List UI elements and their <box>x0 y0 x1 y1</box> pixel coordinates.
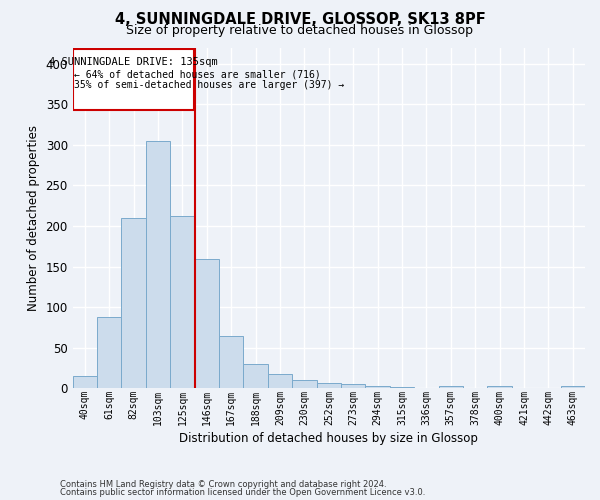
Text: 35% of semi-detached houses are larger (397) →: 35% of semi-detached houses are larger (… <box>74 80 344 90</box>
Y-axis label: Number of detached properties: Number of detached properties <box>27 125 40 311</box>
Text: Contains public sector information licensed under the Open Government Licence v3: Contains public sector information licen… <box>60 488 425 497</box>
Bar <box>219 336 244 388</box>
Bar <box>560 386 585 388</box>
Bar <box>146 141 170 388</box>
Bar <box>365 386 390 388</box>
Bar <box>439 386 463 388</box>
Bar <box>97 317 121 388</box>
Bar <box>268 374 292 388</box>
Bar <box>194 258 219 388</box>
Bar <box>292 380 317 388</box>
Bar <box>244 364 268 388</box>
Text: 4, SUNNINGDALE DRIVE, GLOSSOP, SK13 8PF: 4, SUNNINGDALE DRIVE, GLOSSOP, SK13 8PF <box>115 12 485 28</box>
Text: 4 SUNNINGDALE DRIVE: 135sqm: 4 SUNNINGDALE DRIVE: 135sqm <box>49 57 218 67</box>
Bar <box>487 386 512 388</box>
Bar <box>73 376 97 388</box>
Text: Contains HM Land Registry data © Crown copyright and database right 2024.: Contains HM Land Registry data © Crown c… <box>60 480 386 489</box>
Text: Size of property relative to detached houses in Glossop: Size of property relative to detached ho… <box>127 24 473 37</box>
Text: ← 64% of detached houses are smaller (716): ← 64% of detached houses are smaller (71… <box>74 70 321 80</box>
Bar <box>121 218 146 388</box>
Bar <box>170 216 194 388</box>
Bar <box>73 49 194 110</box>
X-axis label: Distribution of detached houses by size in Glossop: Distribution of detached houses by size … <box>179 432 478 445</box>
Bar <box>341 384 365 388</box>
Bar <box>317 382 341 388</box>
Bar <box>390 387 414 388</box>
